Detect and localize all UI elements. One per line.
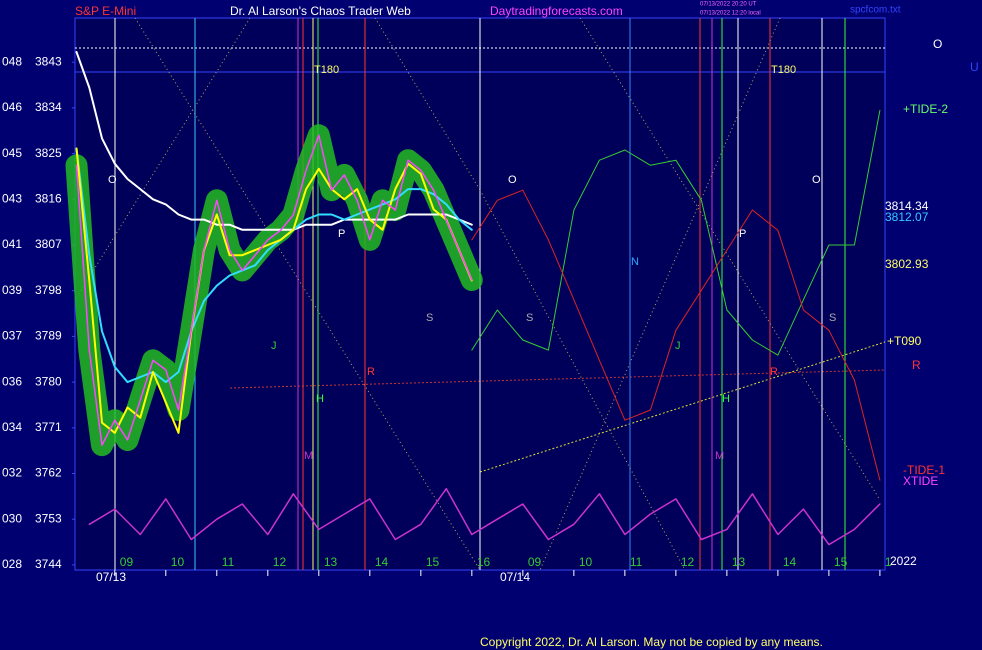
- annotation: T180: [314, 64, 339, 76]
- annotation: H: [722, 393, 730, 405]
- right-label: U: [970, 60, 979, 74]
- annotation: O: [812, 174, 821, 186]
- right-label: 2022: [890, 554, 917, 568]
- right-label: XTIDE: [903, 474, 938, 488]
- timestamp: 07/13/2022 12:20 local: [700, 11, 761, 17]
- series-line: [75, 134, 473, 446]
- x-tick-label: 09: [120, 555, 134, 569]
- right-label: 3814.34: [885, 199, 929, 213]
- instrument: S&P E-Mini: [75, 4, 136, 18]
- x-tick-label: 10: [171, 555, 185, 569]
- x-tick-label: 11: [222, 555, 235, 569]
- series-line: [75, 147, 473, 384]
- x-tick-label: 11: [630, 555, 643, 569]
- annotation: J: [675, 340, 681, 352]
- y-tick-label: 3789: [35, 329, 62, 343]
- annotation: M: [304, 450, 313, 462]
- oscillator-line: [88, 487, 881, 546]
- annotation: S: [526, 312, 533, 324]
- x-tick-label: 13: [324, 555, 338, 569]
- x-tick-label: 09: [528, 555, 542, 569]
- annotation: H: [316, 393, 324, 405]
- file-name: spcfcom.txt: [850, 5, 901, 16]
- y-left-label: 036: [2, 374, 22, 388]
- y-left-label: 030: [2, 511, 22, 525]
- right-label: 3802.93: [885, 257, 929, 271]
- x-tick-label: 1: [885, 555, 892, 569]
- annotation: T180: [771, 64, 796, 76]
- y-tick-label: 3771: [35, 420, 62, 434]
- x-tick-label: 16: [477, 555, 491, 569]
- x-tick-label: 15: [426, 555, 440, 569]
- y-tick-label: 3762: [35, 466, 62, 480]
- x-tick-label: 12: [681, 555, 695, 569]
- annotation: S: [829, 312, 836, 324]
- timestamp: 07/13/2022 20:20 UT: [700, 2, 757, 8]
- x-date: 07/13: [96, 570, 126, 584]
- x-tick-label: 12: [273, 555, 287, 569]
- y-left-label: 041: [2, 237, 22, 251]
- guide-line: [229, 369, 886, 389]
- annotation: P: [338, 228, 345, 240]
- x-tick-label: 14: [783, 555, 797, 569]
- x-tick-label: 15: [834, 555, 848, 569]
- x-tick-label: 14: [375, 555, 389, 569]
- annotation: O: [108, 174, 117, 186]
- annotation: N: [631, 256, 639, 268]
- annotation: R: [367, 366, 375, 378]
- annotation: R: [770, 366, 778, 378]
- x-tick-label: 10: [579, 555, 593, 569]
- y-left-label: 046: [2, 100, 22, 114]
- y-left-label: 034: [2, 420, 22, 434]
- y-left-label: 028: [2, 557, 22, 571]
- trend-line: [479, 341, 886, 473]
- annotation: M: [715, 450, 724, 462]
- forecast-line: [471, 189, 881, 481]
- y-tick-label: 3807: [35, 237, 62, 251]
- annotation: J: [271, 340, 277, 352]
- annotation: S: [426, 312, 433, 324]
- y-tick-label: 3834: [35, 100, 62, 114]
- y-tick-label: 3753: [35, 511, 62, 525]
- y-left-label: 032: [2, 466, 22, 480]
- series-line: [75, 51, 473, 231]
- y-tick-label: 3798: [35, 283, 62, 297]
- right-label: R: [912, 358, 921, 372]
- y-left-label: 037: [2, 329, 22, 343]
- annotation: P: [739, 228, 746, 240]
- y-tick-label: 3825: [35, 146, 62, 160]
- annotation: O: [508, 174, 517, 186]
- x-date: 07/14: [500, 570, 530, 584]
- right-label: O: [933, 37, 942, 51]
- y-tick-label: 3744: [35, 557, 62, 571]
- right-label: +T090: [887, 334, 922, 348]
- right-label: -TIDE-1: [903, 463, 945, 477]
- right-label: +TIDE-2: [903, 102, 948, 116]
- y-tick-label: 3780: [35, 374, 62, 388]
- right-label: 3812.07: [885, 210, 929, 224]
- copyright: Copyright 2022, Dr. Al Larson. May not b…: [480, 635, 823, 649]
- decorations: [74, 17, 886, 571]
- y-left-label: 045: [2, 146, 22, 160]
- y-left-label: 048: [2, 54, 22, 68]
- y-tick-label: 3816: [35, 191, 62, 205]
- y-left-label: 039: [2, 283, 22, 297]
- annotations: T180 T180 O O O P P S S S N J J H H M M …: [108, 64, 836, 462]
- x-tick-label: 13: [732, 555, 746, 569]
- forecast-line: [471, 109, 881, 356]
- y-tick-label: 3843: [35, 54, 62, 68]
- grid-diagonal: [74, 17, 881, 571]
- y-left-label: 043: [2, 191, 22, 205]
- chart-title: Dr. Al Larson's Chaos Trader Web: [230, 4, 411, 18]
- website: Daytradingforecasts.com: [490, 4, 623, 18]
- right-labels: O U +TIDE-2 3814.34 3812.07 3802.93 +T09…: [885, 37, 979, 568]
